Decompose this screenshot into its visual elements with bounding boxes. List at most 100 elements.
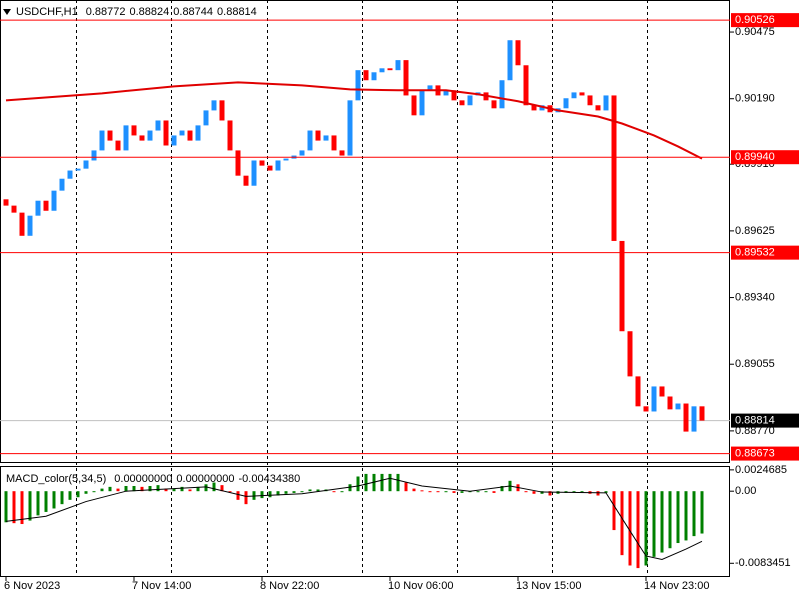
y-tick-label: 0.89055 — [735, 358, 775, 370]
candle-body — [59, 178, 65, 191]
candle-body — [675, 403, 681, 410]
macd-bar — [68, 491, 72, 500]
header-value: 0.88814 — [217, 6, 257, 18]
macd-bar — [476, 491, 480, 493]
candle-body — [363, 70, 369, 81]
macd-bar — [116, 488, 120, 492]
candle-body — [635, 376, 641, 407]
candle-body — [331, 135, 337, 151]
macd-bar — [132, 486, 136, 492]
x-tick-label: 13 Nov 15:00 — [516, 580, 581, 592]
macd-bar — [52, 491, 56, 509]
candle-body — [539, 105, 545, 111]
candle-body — [419, 90, 425, 116]
macd-bar — [276, 491, 280, 496]
candle-body — [451, 90, 457, 101]
candle-body — [603, 95, 609, 111]
macd-bar — [444, 491, 448, 493]
macd-bar — [308, 489, 312, 492]
macd-bar — [204, 484, 208, 492]
candle-body — [659, 386, 665, 397]
candle-body — [35, 200, 41, 216]
macd-bar — [364, 473, 368, 492]
candle-body — [563, 98, 569, 109]
candle-body — [19, 212, 25, 236]
candle-body — [115, 140, 121, 151]
candle-body — [355, 70, 361, 101]
main-panel-frame — [0, 0, 730, 463]
candle-body — [491, 100, 497, 109]
macd-bar — [12, 491, 16, 524]
macd-bar — [124, 486, 128, 492]
candle-body — [683, 403, 689, 432]
candle-body — [43, 200, 49, 211]
header-value: 0.88824 — [130, 6, 170, 18]
candle-body — [651, 386, 657, 412]
candle-body — [531, 105, 537, 111]
level-label: 0.88673 — [735, 447, 775, 459]
macd-bar — [332, 491, 336, 493]
candle-body — [587, 95, 593, 106]
candle-body — [275, 160, 281, 171]
macd-bar — [196, 486, 200, 492]
candle-body — [163, 120, 169, 146]
macd-bar — [612, 491, 616, 531]
macd-bar — [284, 491, 288, 494]
candle-body — [571, 92, 577, 99]
x-tick-label: 8 Nov 22:00 — [260, 580, 319, 592]
macd-bar — [572, 491, 576, 493]
macd-bar — [700, 491, 704, 534]
macd-bar — [44, 491, 48, 512]
candle-body — [307, 130, 313, 151]
macd-bar — [620, 491, 624, 556]
candle-body — [107, 130, 113, 141]
candle-body — [515, 40, 521, 66]
candle-body — [643, 406, 649, 412]
candle-body — [179, 130, 185, 136]
candle-body — [171, 135, 177, 146]
candle-body — [699, 406, 705, 421]
macd-bar — [604, 491, 608, 493]
macd-bar — [228, 491, 232, 493]
macd-bar — [580, 491, 584, 493]
y-tick-label: 0.88770 — [735, 425, 775, 437]
macd-panel-frame — [0, 466, 730, 577]
candle-body — [51, 190, 57, 211]
macd-bar — [356, 476, 360, 492]
macd-bar — [492, 491, 496, 493]
macd-bar — [404, 482, 408, 492]
level-label-box — [731, 13, 799, 28]
macd-bar — [212, 482, 216, 492]
header-value: 0.88772 — [86, 6, 126, 18]
candle-body — [339, 150, 345, 156]
candle-body — [507, 40, 513, 81]
header-value: -0.00434380 — [239, 473, 301, 485]
level-label-box — [731, 446, 799, 461]
macd-bar — [4, 491, 8, 523]
macd-bar — [76, 491, 80, 498]
candle-body — [219, 100, 225, 121]
candle-body — [11, 205, 17, 213]
candle-body — [99, 130, 105, 151]
macd-bar — [628, 491, 632, 566]
candle-body — [259, 160, 265, 166]
macd-bar — [380, 473, 384, 492]
candle-body — [243, 175, 249, 186]
candle-body — [523, 65, 529, 106]
candle-body — [395, 60, 401, 71]
macd-bar — [436, 491, 440, 493]
macd-bar — [668, 491, 672, 549]
candle-body — [379, 68, 385, 73]
macd-bar — [156, 485, 160, 492]
candle-body — [443, 90, 449, 96]
macd-bar — [452, 491, 456, 493]
macd-bar — [292, 491, 296, 493]
macd-bar — [260, 491, 264, 499]
macd-bar — [652, 491, 656, 557]
dropdown-arrow[interactable] — [3, 9, 11, 15]
candle-body — [203, 110, 209, 126]
macd-bar — [172, 488, 176, 492]
macd-bar — [692, 491, 696, 537]
indicator-title: MACD_color(5,34,5) — [6, 473, 106, 485]
